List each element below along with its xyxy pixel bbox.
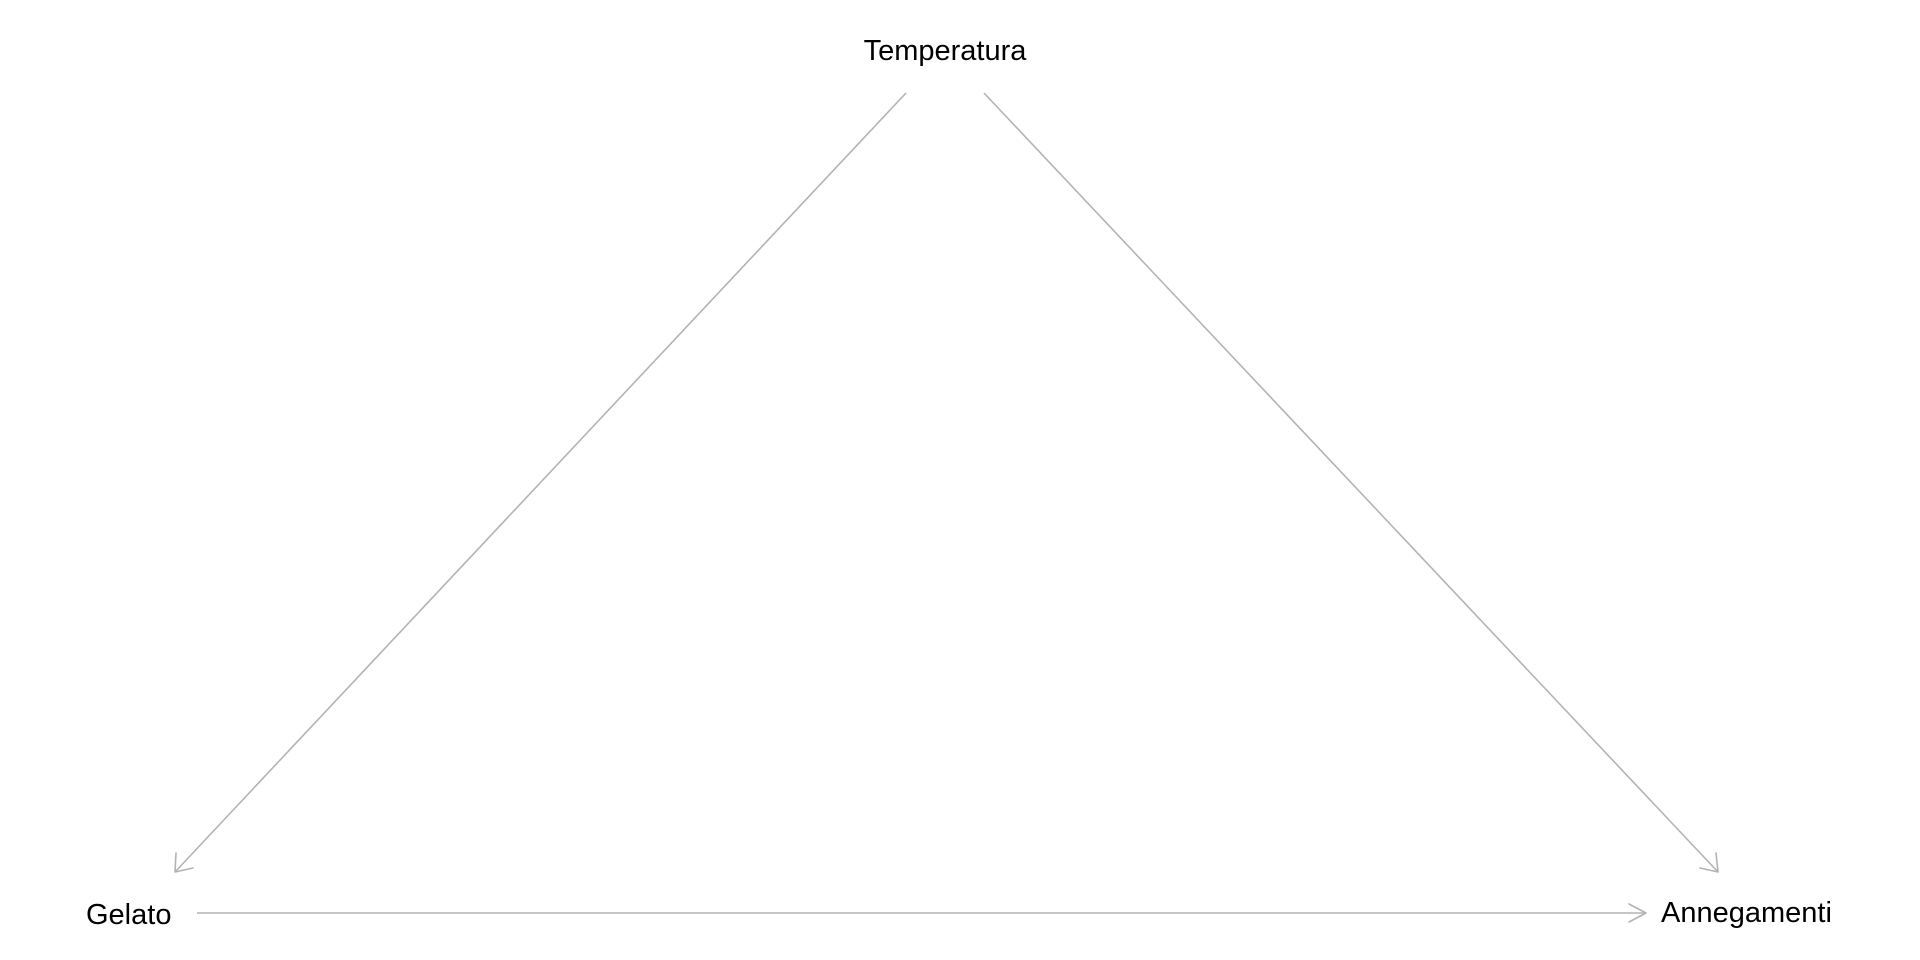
node-label-annegamenti: Annegamenti: [1661, 897, 1832, 929]
node-label-gelato: Gelato: [86, 899, 171, 931]
arrowhead-icon: [174, 852, 194, 873]
arrowhead-icon: [1699, 852, 1719, 873]
edge-gelato-annegamenti: [197, 903, 1647, 923]
nodes-layer: Temperatura Gelato Annegamenti: [86, 35, 1832, 931]
edges-layer: [174, 92, 1719, 923]
edge-line: [174, 92, 907, 873]
edge-line: [983, 92, 1719, 873]
arrowhead-icon: [1628, 903, 1647, 923]
edge-temperatura-annegamenti: [983, 92, 1719, 873]
node-label-temperatura: Temperatura: [864, 35, 1028, 67]
edge-temperatura-gelato: [174, 92, 907, 873]
